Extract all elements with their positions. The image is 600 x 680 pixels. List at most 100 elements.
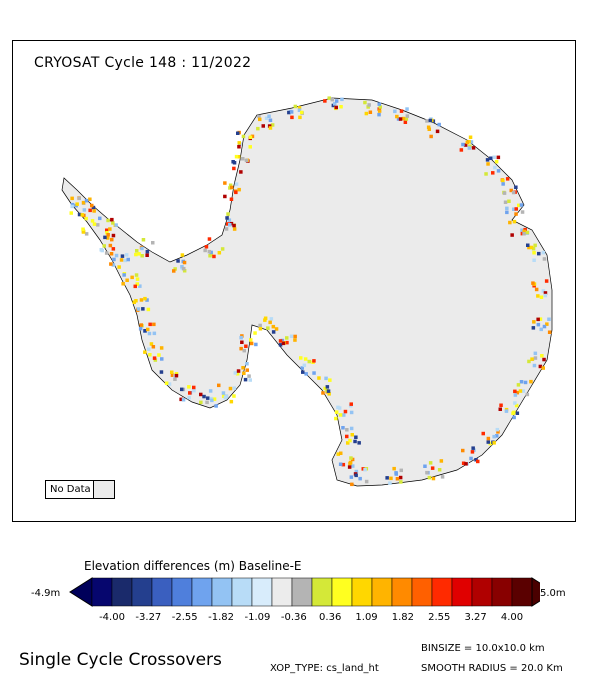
crossover-bin [114, 223, 118, 227]
crossover-bin [334, 99, 339, 103]
crossover-bin [464, 462, 468, 466]
crossover-bin [399, 468, 403, 473]
crossover-bin [533, 351, 538, 356]
crossover-bin [214, 404, 218, 408]
crossover-bin [180, 387, 184, 392]
crossover-bin [538, 317, 543, 321]
crossover-bin [467, 146, 472, 150]
crossover-bin [539, 295, 544, 299]
crossover-bin [258, 323, 262, 328]
crossover-bin [525, 230, 530, 235]
crossover-bin [217, 383, 221, 388]
crossover-bin [202, 394, 206, 399]
crossover-bin [334, 410, 339, 414]
crossover-bin [327, 392, 331, 396]
crossover-bin [228, 223, 232, 227]
crossover-bin [505, 206, 509, 211]
crossover-bin [539, 327, 543, 332]
colorbar-cells [69, 577, 540, 607]
crossover-bin [187, 385, 191, 389]
crossover-bin [206, 396, 210, 400]
crossover-bin [261, 124, 265, 128]
crossover-bin [114, 253, 119, 258]
crossover-bin [105, 228, 109, 232]
crossover-bin [510, 233, 514, 237]
crossover-bin [111, 221, 115, 225]
crossover-bin [108, 227, 112, 231]
crossover-bin [491, 171, 495, 175]
crossover-bin [349, 402, 353, 406]
crossover-bin [492, 441, 496, 445]
colorbar-tick-label: 1.82 [392, 612, 414, 623]
crossover-bin [105, 231, 109, 235]
crossover-bin [547, 330, 552, 334]
crossover-bin [336, 452, 340, 456]
crossover-bin [172, 269, 176, 273]
crossover-bin [92, 209, 96, 213]
crossover-bin [270, 123, 275, 127]
no-data-label: No Data [50, 484, 91, 495]
crossover-bin [234, 190, 238, 195]
footer-title: Single Cycle Crossovers [19, 650, 222, 670]
crossover-bin [248, 378, 252, 382]
crossover-bin [102, 244, 106, 248]
crossover-bin [531, 281, 535, 285]
crossover-bin [81, 200, 86, 205]
colorbar-cell [111, 577, 133, 607]
crossover-bin [349, 456, 353, 460]
crossover-bin [240, 340, 244, 344]
crossover-bin [199, 400, 203, 405]
crossover-bin [143, 350, 147, 354]
crossover-bin [354, 435, 358, 439]
crossover-bin [509, 188, 513, 193]
crossover-bin [297, 106, 302, 110]
crossover-bin [138, 326, 143, 331]
crossover-bin [164, 381, 169, 385]
crossover-bin [122, 273, 126, 277]
crossover-bin [232, 386, 236, 390]
crossover-bin [349, 426, 354, 431]
colorbar-cell [471, 577, 493, 607]
antarctica-landmass [61, 97, 553, 487]
no-data-legend: No Data [45, 480, 115, 499]
crossover-bin [531, 326, 536, 330]
smooth-radius-label: SMOOTH RADIUS = 20.0 Km [421, 663, 563, 674]
colorbar-cell [331, 577, 353, 607]
crossover-bin [338, 413, 343, 417]
crossover-bin [399, 109, 404, 113]
crossover-bin [394, 472, 398, 476]
crossover-bin [515, 390, 520, 395]
crossover-bin [237, 145, 241, 149]
crossover-bin [145, 253, 149, 257]
crossover-bin [350, 482, 354, 487]
crossover-bin [515, 411, 520, 415]
crossover-bin [484, 172, 488, 176]
crossover-bin [208, 254, 212, 258]
crossover-bin [253, 331, 257, 335]
colorbar-tick-label: 2.55 [428, 612, 450, 623]
crossover-bin [188, 391, 192, 395]
crossover-bin [228, 186, 232, 190]
crossover-bin [428, 118, 433, 123]
colorbar-low-arrow [69, 577, 93, 607]
crossover-bin [278, 343, 283, 347]
crossover-bin [488, 441, 492, 446]
crossover-bin [304, 372, 308, 376]
crossover-bin [228, 386, 233, 391]
crossover-bin [90, 219, 95, 223]
crossover-bin [471, 146, 476, 150]
crossover-bin [106, 236, 110, 240]
crossover-bin [347, 465, 352, 469]
crossover-bin [492, 155, 496, 159]
colorbar: -4.00 -3.27 -2.55 -1.82 -1.09 -0.36 0.36 1.09 1.… [69, 577, 540, 623]
crossover-bin [499, 403, 503, 407]
colorbar-cell [311, 577, 333, 607]
crossover-bin [495, 427, 500, 432]
crossover-bin [505, 210, 509, 215]
crossover-bin [339, 105, 343, 109]
crossover-bin [106, 218, 110, 223]
crossover-bin [239, 335, 243, 340]
crossover-bin [135, 249, 139, 253]
crossover-bin [287, 110, 291, 115]
crossover-bin [111, 247, 116, 251]
